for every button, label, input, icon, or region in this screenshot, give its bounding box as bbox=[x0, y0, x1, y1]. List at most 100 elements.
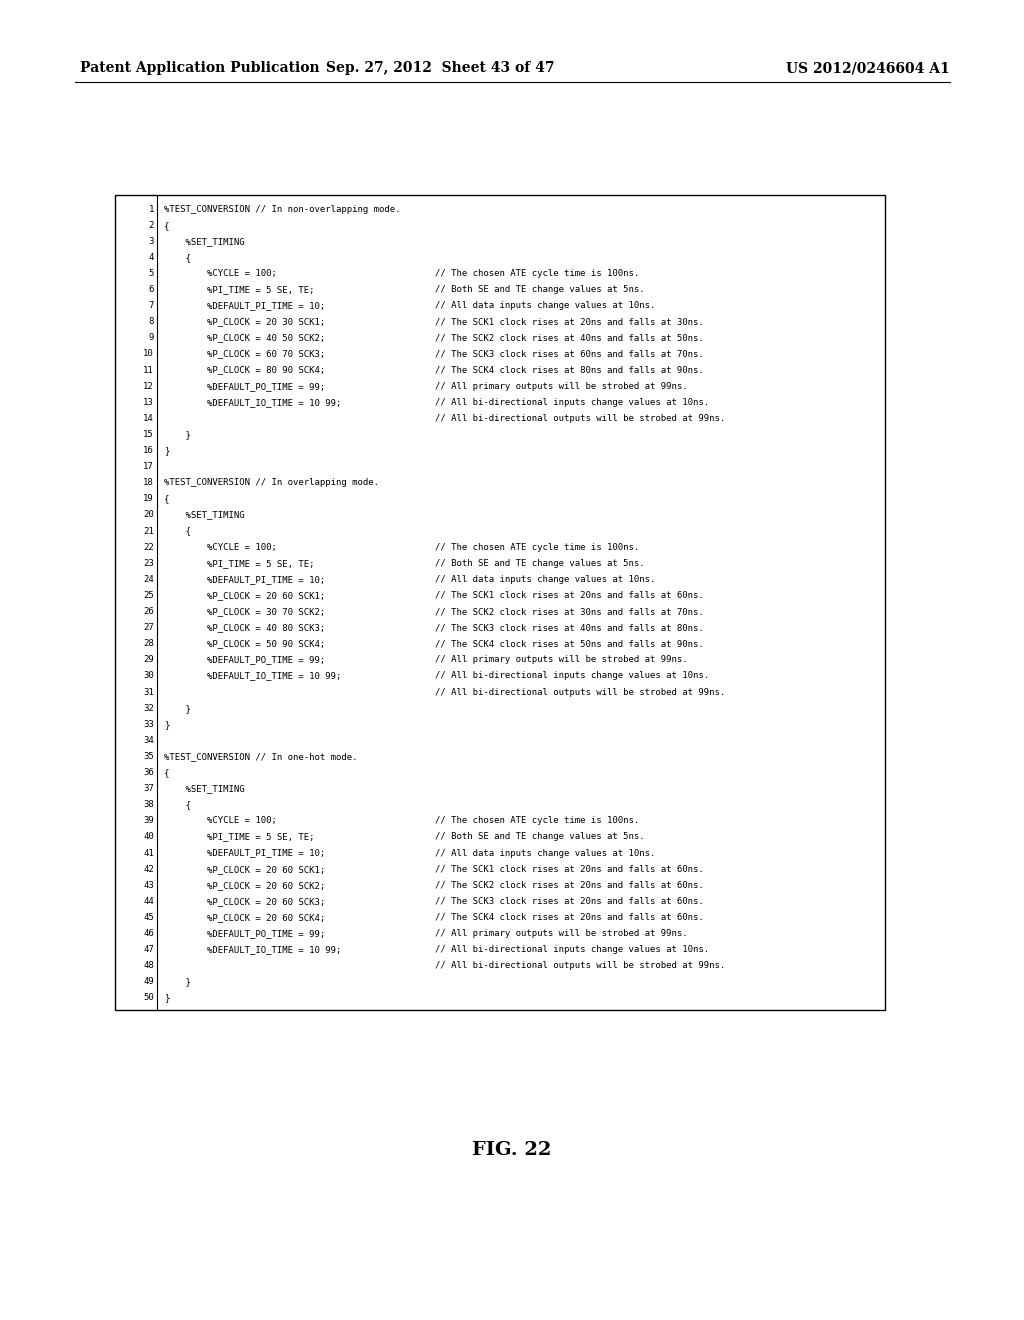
Text: // All bi-directional inputs change values at 10ns.: // All bi-directional inputs change valu… bbox=[435, 945, 710, 954]
Text: 40: 40 bbox=[143, 833, 154, 841]
Text: 50: 50 bbox=[143, 994, 154, 1002]
Text: 10: 10 bbox=[143, 350, 154, 359]
Text: // The SCK4 clock rises at 50ns and falls at 90ns.: // The SCK4 clock rises at 50ns and fall… bbox=[435, 639, 703, 648]
Text: // The SCK1 clock rises at 20ns and falls at 60ns.: // The SCK1 clock rises at 20ns and fall… bbox=[435, 865, 703, 874]
Text: {: { bbox=[164, 253, 190, 261]
Text: %TEST_CONVERSION // In non-overlapping mode.: %TEST_CONVERSION // In non-overlapping m… bbox=[164, 205, 400, 214]
Text: 9: 9 bbox=[148, 334, 154, 342]
Text: // The SCK2 clock rises at 20ns and falls at 60ns.: // The SCK2 clock rises at 20ns and fall… bbox=[435, 880, 703, 890]
Text: }: } bbox=[164, 994, 169, 1002]
Text: {: { bbox=[164, 800, 190, 809]
Text: }: } bbox=[164, 446, 169, 455]
Text: Patent Application Publication: Patent Application Publication bbox=[80, 61, 319, 75]
Text: 43: 43 bbox=[143, 880, 154, 890]
Text: // The SCK3 clock rises at 60ns and falls at 70ns.: // The SCK3 clock rises at 60ns and fall… bbox=[435, 350, 703, 359]
Text: 42: 42 bbox=[143, 865, 154, 874]
Text: 6: 6 bbox=[148, 285, 154, 294]
Text: 47: 47 bbox=[143, 945, 154, 954]
Text: %DEFAULT_IO_TIME = 10 99;: %DEFAULT_IO_TIME = 10 99; bbox=[164, 397, 341, 407]
Text: 45: 45 bbox=[143, 913, 154, 921]
Text: // All bi-directional inputs change values at 10ns.: // All bi-directional inputs change valu… bbox=[435, 672, 710, 680]
Text: %DEFAULT_PI_TIME = 10;: %DEFAULT_PI_TIME = 10; bbox=[164, 849, 326, 858]
Text: }: } bbox=[164, 704, 190, 713]
Text: 29: 29 bbox=[143, 655, 154, 664]
Text: 19: 19 bbox=[143, 495, 154, 503]
Text: 35: 35 bbox=[143, 752, 154, 760]
Text: {: { bbox=[164, 220, 169, 230]
Text: 31: 31 bbox=[143, 688, 154, 697]
Text: 41: 41 bbox=[143, 849, 154, 858]
Text: 16: 16 bbox=[143, 446, 154, 455]
Text: 39: 39 bbox=[143, 816, 154, 825]
Text: %TEST_CONVERSION // In overlapping mode.: %TEST_CONVERSION // In overlapping mode. bbox=[164, 478, 379, 487]
Text: 24: 24 bbox=[143, 574, 154, 583]
Text: %P_CLOCK = 20 60 SCK1;: %P_CLOCK = 20 60 SCK1; bbox=[164, 591, 326, 601]
Text: 49: 49 bbox=[143, 977, 154, 986]
Text: // All primary outputs will be strobed at 99ns.: // All primary outputs will be strobed a… bbox=[435, 929, 688, 939]
Text: %P_CLOCK = 50 90 SCK4;: %P_CLOCK = 50 90 SCK4; bbox=[164, 639, 326, 648]
Text: // All bi-directional outputs will be strobed at 99ns.: // All bi-directional outputs will be st… bbox=[435, 414, 725, 422]
Text: %PI_TIME = 5 SE, TE;: %PI_TIME = 5 SE, TE; bbox=[164, 833, 314, 841]
Text: %DEFAULT_PI_TIME = 10;: %DEFAULT_PI_TIME = 10; bbox=[164, 301, 326, 310]
Text: 46: 46 bbox=[143, 929, 154, 939]
Text: // All bi-directional inputs change values at 10ns.: // All bi-directional inputs change valu… bbox=[435, 397, 710, 407]
Text: 4: 4 bbox=[148, 253, 154, 261]
Text: 14: 14 bbox=[143, 414, 154, 422]
Text: {: { bbox=[164, 527, 190, 536]
Text: 22: 22 bbox=[143, 543, 154, 552]
Text: 23: 23 bbox=[143, 558, 154, 568]
Text: %SET_TIMING: %SET_TIMING bbox=[164, 236, 245, 246]
Text: }: } bbox=[164, 719, 169, 729]
Text: // The chosen ATE cycle time is 100ns.: // The chosen ATE cycle time is 100ns. bbox=[435, 543, 639, 552]
Text: 34: 34 bbox=[143, 735, 154, 744]
Text: %CYCLE = 100;: %CYCLE = 100; bbox=[164, 816, 276, 825]
Text: %P_CLOCK = 30 70 SCK2;: %P_CLOCK = 30 70 SCK2; bbox=[164, 607, 326, 616]
Text: %DEFAULT_PO_TIME = 99;: %DEFAULT_PO_TIME = 99; bbox=[164, 929, 326, 939]
Text: // The chosen ATE cycle time is 100ns.: // The chosen ATE cycle time is 100ns. bbox=[435, 816, 639, 825]
Text: %TEST_CONVERSION // In one-hot mode.: %TEST_CONVERSION // In one-hot mode. bbox=[164, 752, 357, 760]
Text: %P_CLOCK = 20 30 SCK1;: %P_CLOCK = 20 30 SCK1; bbox=[164, 317, 326, 326]
Text: // Both SE and TE change values at 5ns.: // Both SE and TE change values at 5ns. bbox=[435, 285, 645, 294]
Text: US 2012/0246604 A1: US 2012/0246604 A1 bbox=[786, 61, 950, 75]
Text: 38: 38 bbox=[143, 800, 154, 809]
Text: %SET_TIMING: %SET_TIMING bbox=[164, 784, 245, 793]
Text: // Both SE and TE change values at 5ns.: // Both SE and TE change values at 5ns. bbox=[435, 833, 645, 841]
Text: 44: 44 bbox=[143, 896, 154, 906]
Text: %P_CLOCK = 20 60 SCK1;: %P_CLOCK = 20 60 SCK1; bbox=[164, 865, 326, 874]
Text: // All data inputs change values at 10ns.: // All data inputs change values at 10ns… bbox=[435, 849, 655, 858]
Text: 20: 20 bbox=[143, 511, 154, 520]
Text: 13: 13 bbox=[143, 397, 154, 407]
Text: %DEFAULT_PI_TIME = 10;: %DEFAULT_PI_TIME = 10; bbox=[164, 574, 326, 583]
Text: %P_CLOCK = 20 60 SCK4;: %P_CLOCK = 20 60 SCK4; bbox=[164, 913, 326, 921]
Text: 26: 26 bbox=[143, 607, 154, 616]
Text: %PI_TIME = 5 SE, TE;: %PI_TIME = 5 SE, TE; bbox=[164, 558, 314, 568]
Text: {: { bbox=[164, 768, 169, 777]
Text: 33: 33 bbox=[143, 719, 154, 729]
Text: // All bi-directional outputs will be strobed at 99ns.: // All bi-directional outputs will be st… bbox=[435, 688, 725, 697]
Text: %PI_TIME = 5 SE, TE;: %PI_TIME = 5 SE, TE; bbox=[164, 285, 314, 294]
Text: // The SCK1 clock rises at 20ns and falls at 60ns.: // The SCK1 clock rises at 20ns and fall… bbox=[435, 591, 703, 601]
Text: 5: 5 bbox=[148, 269, 154, 279]
Text: // All data inputs change values at 10ns.: // All data inputs change values at 10ns… bbox=[435, 574, 655, 583]
Text: // The SCK3 clock rises at 40ns and falls at 80ns.: // The SCK3 clock rises at 40ns and fall… bbox=[435, 623, 703, 632]
Text: %P_CLOCK = 20 60 SCK2;: %P_CLOCK = 20 60 SCK2; bbox=[164, 880, 326, 890]
Text: %DEFAULT_PO_TIME = 99;: %DEFAULT_PO_TIME = 99; bbox=[164, 381, 326, 391]
Text: 7: 7 bbox=[148, 301, 154, 310]
Text: %P_CLOCK = 60 70 SCK3;: %P_CLOCK = 60 70 SCK3; bbox=[164, 350, 326, 359]
Text: FIG. 22: FIG. 22 bbox=[472, 1140, 552, 1159]
Bar bbox=[115, 195, 885, 1010]
Text: // Both SE and TE change values at 5ns.: // Both SE and TE change values at 5ns. bbox=[435, 558, 645, 568]
Text: {: { bbox=[164, 495, 169, 503]
Text: // The SCK2 clock rises at 30ns and falls at 70ns.: // The SCK2 clock rises at 30ns and fall… bbox=[435, 607, 703, 616]
Text: %DEFAULT_PO_TIME = 99;: %DEFAULT_PO_TIME = 99; bbox=[164, 655, 326, 664]
Text: }: } bbox=[164, 977, 190, 986]
Text: %P_CLOCK = 20 60 SCK3;: %P_CLOCK = 20 60 SCK3; bbox=[164, 896, 326, 906]
Text: 48: 48 bbox=[143, 961, 154, 970]
Text: // All bi-directional outputs will be strobed at 99ns.: // All bi-directional outputs will be st… bbox=[435, 961, 725, 970]
Text: %P_CLOCK = 80 90 SCK4;: %P_CLOCK = 80 90 SCK4; bbox=[164, 366, 326, 375]
Text: // All data inputs change values at 10ns.: // All data inputs change values at 10ns… bbox=[435, 301, 655, 310]
Text: 30: 30 bbox=[143, 672, 154, 680]
Text: 32: 32 bbox=[143, 704, 154, 713]
Text: 36: 36 bbox=[143, 768, 154, 777]
Text: 17: 17 bbox=[143, 462, 154, 471]
